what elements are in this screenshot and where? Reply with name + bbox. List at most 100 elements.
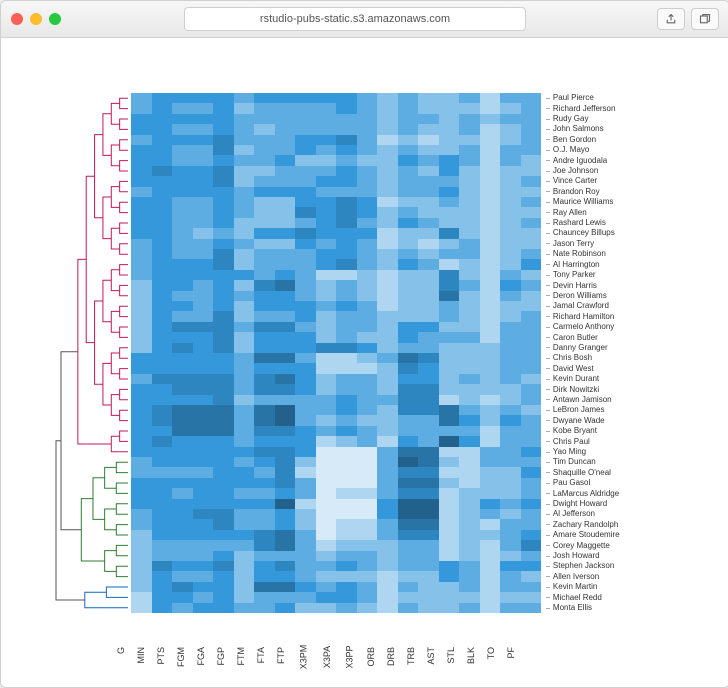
heatmap-cell bbox=[377, 197, 398, 207]
heatmap-cell bbox=[131, 353, 152, 363]
heatmap-cell bbox=[152, 114, 173, 124]
heatmap-cell bbox=[459, 582, 480, 592]
heatmap-cell bbox=[295, 114, 316, 124]
heatmap-cell bbox=[459, 488, 480, 498]
heatmap-cell bbox=[398, 540, 419, 550]
heatmap-cell bbox=[234, 103, 255, 113]
heatmap-cell bbox=[521, 301, 542, 311]
heatmap-cell bbox=[295, 311, 316, 321]
heatmap-cell bbox=[152, 145, 173, 155]
heatmap-cell bbox=[377, 135, 398, 145]
heatmap-cell bbox=[480, 551, 501, 561]
heatmap-cell bbox=[480, 447, 501, 457]
heatmap-plot: Paul PierceRichard JeffersonRudy GayJohn… bbox=[1, 38, 728, 687]
heatmap-cell bbox=[316, 322, 337, 332]
heatmap-cell bbox=[213, 499, 234, 509]
minimize-icon[interactable] bbox=[30, 13, 42, 25]
heatmap-cell bbox=[500, 478, 521, 488]
heatmap-cell bbox=[521, 270, 542, 280]
heatmap-cell bbox=[480, 259, 501, 269]
heatmap-cell bbox=[521, 145, 542, 155]
tabs-button[interactable] bbox=[691, 8, 719, 30]
heatmap-cell bbox=[131, 301, 152, 311]
heatmap-cell bbox=[357, 499, 378, 509]
heatmap-cell bbox=[336, 197, 357, 207]
heatmap-cell bbox=[152, 197, 173, 207]
heatmap-cell bbox=[336, 488, 357, 498]
heatmap-cell bbox=[459, 551, 480, 561]
heatmap-cell bbox=[193, 561, 214, 571]
heatmap-cell bbox=[254, 239, 275, 249]
heatmap-cell bbox=[377, 93, 398, 103]
heatmap-cell bbox=[418, 540, 439, 550]
heatmap-cell bbox=[234, 259, 255, 269]
heatmap-cell bbox=[521, 207, 542, 217]
heatmap-cell bbox=[131, 540, 152, 550]
heatmap-cell bbox=[234, 353, 255, 363]
heatmap-cell bbox=[480, 270, 501, 280]
heatmap-cell bbox=[172, 551, 193, 561]
heatmap-cell bbox=[480, 519, 501, 529]
heatmap-cell bbox=[275, 582, 296, 592]
heatmap-cell bbox=[480, 467, 501, 477]
row-label: Kevin Martin bbox=[546, 582, 620, 592]
row-label: Dwyane Wade bbox=[546, 416, 620, 426]
heatmap-cell bbox=[398, 343, 419, 353]
heatmap-cell bbox=[172, 571, 193, 581]
heatmap-cell bbox=[439, 187, 460, 197]
heatmap-cell bbox=[439, 249, 460, 259]
heatmap-grid bbox=[131, 93, 541, 613]
heatmap-cell bbox=[152, 218, 173, 228]
heatmap-cell bbox=[418, 301, 439, 311]
heatmap-cell bbox=[152, 155, 173, 165]
heatmap-cell bbox=[275, 291, 296, 301]
address-bar[interactable]: rstudio-pubs-static.s3.amazonaws.com bbox=[184, 7, 526, 31]
heatmap-cell bbox=[357, 135, 378, 145]
heatmap-cell bbox=[521, 592, 542, 602]
heatmap-cell bbox=[172, 457, 193, 467]
heatmap-cell bbox=[254, 103, 275, 113]
heatmap-cell bbox=[254, 343, 275, 353]
heatmap-cell bbox=[275, 395, 296, 405]
heatmap-cell bbox=[193, 540, 214, 550]
heatmap-cell bbox=[213, 187, 234, 197]
heatmap-cell bbox=[439, 291, 460, 301]
heatmap-cell bbox=[500, 561, 521, 571]
heatmap-cell bbox=[357, 93, 378, 103]
heatmap-cell bbox=[234, 311, 255, 321]
heatmap-cell bbox=[316, 291, 337, 301]
heatmap-cell bbox=[131, 239, 152, 249]
maximize-icon[interactable] bbox=[49, 13, 61, 25]
heatmap-cell bbox=[418, 343, 439, 353]
heatmap-cell bbox=[439, 488, 460, 498]
heatmap-cell bbox=[234, 426, 255, 436]
heatmap-cell bbox=[234, 447, 255, 457]
close-icon[interactable] bbox=[11, 13, 23, 25]
heatmap-cell bbox=[480, 103, 501, 113]
heatmap-cell bbox=[480, 207, 501, 217]
heatmap-cell bbox=[336, 363, 357, 373]
heatmap-cell bbox=[316, 551, 337, 561]
heatmap-cell bbox=[131, 436, 152, 446]
heatmap-cell bbox=[357, 239, 378, 249]
heatmap-cell bbox=[275, 228, 296, 238]
heatmap-cell bbox=[439, 405, 460, 415]
heatmap-cell bbox=[295, 551, 316, 561]
heatmap-cell bbox=[193, 457, 214, 467]
heatmap-cell bbox=[480, 197, 501, 207]
share-button[interactable] bbox=[657, 8, 685, 30]
heatmap-cell bbox=[213, 166, 234, 176]
heatmap-cell bbox=[439, 363, 460, 373]
heatmap-cell bbox=[316, 249, 337, 259]
heatmap-cell bbox=[172, 124, 193, 134]
heatmap-cell bbox=[234, 176, 255, 186]
heatmap-cell bbox=[439, 114, 460, 124]
heatmap-cell bbox=[377, 592, 398, 602]
heatmap-cell bbox=[521, 291, 542, 301]
row-label: Pau Gasol bbox=[546, 478, 620, 488]
heatmap-cell bbox=[418, 353, 439, 363]
heatmap-cell bbox=[480, 218, 501, 228]
heatmap-cell bbox=[295, 155, 316, 165]
heatmap-cell bbox=[377, 509, 398, 519]
heatmap-cell bbox=[398, 249, 419, 259]
